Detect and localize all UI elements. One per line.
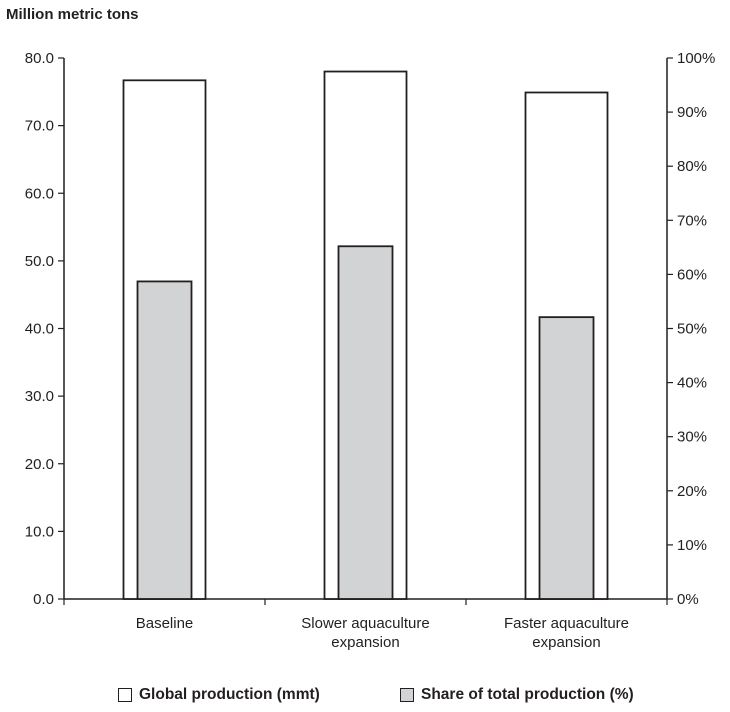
bar-chart: 0.0 10.0 20.0 30.0 40.0 50.0 60.0 70.0 80.0 0% 10%…: [25, 50, 716, 651]
right-tick-label: 50%: [677, 321, 707, 338]
left-tick-label: 40.0: [25, 321, 54, 338]
x-category-label: expansion: [331, 634, 399, 651]
left-tick-label: 0.0: [33, 591, 54, 608]
right-tick-label: 70%: [677, 212, 707, 229]
right-tick-label: 80%: [677, 158, 707, 175]
y-axis-title: Million metric tons: [6, 6, 139, 23]
legend-label-global-production: Global production (mmt): [139, 686, 320, 703]
right-tick-label: 90%: [677, 104, 707, 121]
x-category-label: Slower aquaculture: [301, 615, 429, 632]
right-tick-label: 10%: [677, 537, 707, 554]
right-tick-label: 100%: [677, 50, 715, 67]
x-category-label: Faster aquaculture: [504, 615, 629, 632]
legend-swatch-global-production: [118, 688, 132, 702]
right-tick-label: 30%: [677, 429, 707, 446]
left-tick-label: 50.0: [25, 253, 54, 270]
bar-share-of-total: [136, 280, 193, 600]
left-tick-label: 30.0: [25, 388, 54, 405]
bar-share-of-total: [538, 316, 595, 600]
left-tick-label: 10.0: [25, 523, 54, 540]
x-category-label: expansion: [532, 634, 600, 651]
right-tick-label: 0%: [677, 591, 699, 608]
legend-label-share-of-total: Share of total production (%): [421, 686, 634, 703]
left-tick-label: 20.0: [25, 456, 54, 473]
left-tick-label: 60.0: [25, 185, 54, 202]
right-tick-label: 20%: [677, 483, 707, 500]
left-tick-label: 70.0: [25, 118, 54, 135]
bar-share-of-total: [337, 245, 394, 600]
left-tick-label: 80.0: [25, 50, 54, 67]
right-tick-label: 40%: [677, 375, 707, 392]
x-category-label: Baseline: [136, 615, 194, 632]
legend-swatch-share-of-total: [400, 688, 414, 702]
right-tick-label: 60%: [677, 266, 707, 283]
legend-item-share-of-total: Share of total production (%): [400, 686, 634, 704]
legend-item-global-production: Global production (mmt): [118, 686, 320, 704]
